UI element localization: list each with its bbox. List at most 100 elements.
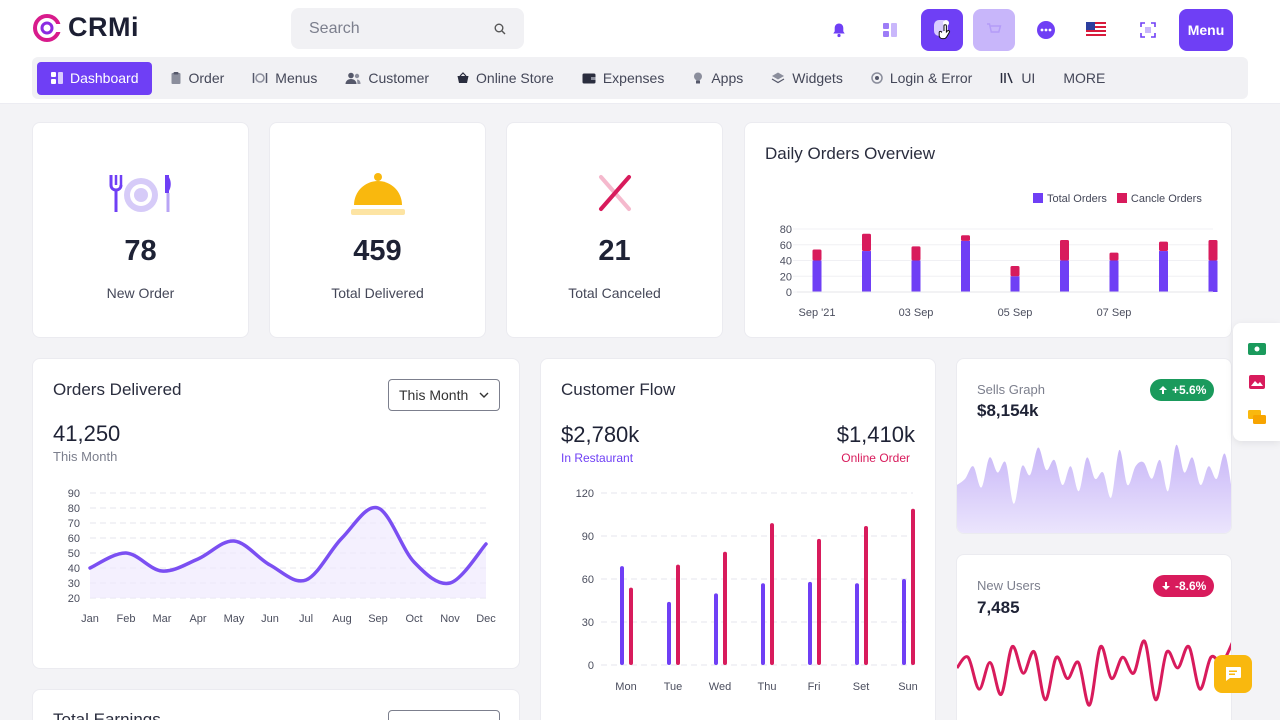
- total-canceled-card: 21 Total Canceled: [506, 122, 723, 338]
- support-chat-button[interactable]: [1214, 655, 1252, 693]
- logo-text: CRMi: [68, 12, 139, 42]
- bell-icon: [833, 23, 845, 38]
- nav-item-expenses[interactable]: Expenses: [568, 62, 678, 95]
- nav-item-label: Widgets: [792, 70, 843, 86]
- bulb-icon: [694, 72, 703, 84]
- x-tick-label: Fri: [808, 681, 821, 693]
- customer-flow-card: Customer Flow $2,780k In Restaurant $1,4…: [540, 358, 936, 720]
- daily-orders-card: Daily Orders Overview Total Orders Cancl…: [744, 122, 1232, 338]
- bar-cancel-orders: [1208, 240, 1218, 261]
- x-tick-label: Mon: [615, 681, 636, 693]
- x-tick-label: Set: [853, 681, 870, 693]
- y-tick-label: 20: [68, 593, 80, 605]
- image-tool-button[interactable]: [1243, 368, 1271, 396]
- restaurant-label: In Restaurant: [561, 451, 634, 465]
- app-toggle-button[interactable]: [921, 9, 963, 51]
- bar-total-orders: [1208, 260, 1218, 292]
- chat-button[interactable]: [1025, 9, 1067, 51]
- language-button[interactable]: [1075, 9, 1117, 51]
- cart-button[interactable]: [973, 9, 1015, 51]
- bar-cancel-orders: [911, 246, 921, 261]
- y-tick-label: 0: [588, 660, 594, 672]
- online-label: Online Order: [841, 451, 910, 465]
- dish-icon: [253, 73, 268, 83]
- orders-delivered-title: Orders Delivered: [53, 380, 182, 399]
- line-series-users: [957, 639, 1231, 707]
- nav-item-more[interactable]: MORE: [1049, 62, 1119, 95]
- bar-online-order: [629, 587, 633, 665]
- nav-item-label: Online Store: [476, 70, 554, 86]
- wallet-icon: [582, 73, 596, 84]
- pointer-hand-icon: [934, 20, 950, 40]
- side-tools-panel: [1233, 323, 1280, 441]
- nav-item-label: UI: [1021, 70, 1036, 86]
- bar-cancel-orders: [1010, 266, 1020, 277]
- customer-flow-chart: 0 30 60 90 120 Mon Tue Wed Thu Fri Set Sun: [576, 488, 918, 693]
- app-logo[interactable]: CRMi: [32, 12, 139, 43]
- new-order-card: 78 New Order: [32, 122, 249, 338]
- nav-item-customer[interactable]: Customer: [331, 62, 443, 95]
- y-tick-label: 30: [582, 617, 594, 629]
- cards-tool-button[interactable]: [1243, 403, 1271, 431]
- total-delivered-value: 459: [353, 235, 402, 267]
- x-tick-label: Apr: [189, 613, 206, 625]
- nav-item-online-store[interactable]: Online Store: [443, 62, 568, 95]
- arrow-down-icon: [1162, 582, 1170, 590]
- x-tick-label: Jan: [81, 613, 99, 625]
- sells-graph-chart: [957, 444, 1231, 533]
- total-earnings-title: Total Earnings: [53, 710, 161, 720]
- menu-button[interactable]: Menu: [1179, 9, 1233, 51]
- nav-item-menus[interactable]: Menus: [238, 62, 331, 95]
- bar-total-orders: [862, 251, 871, 292]
- new-users-title: New Users: [977, 578, 1041, 593]
- search-icon[interactable]: [494, 23, 506, 35]
- x-tick-label: Feb: [117, 613, 136, 625]
- x-tick-label: May: [224, 613, 245, 625]
- bar-total-orders: [1109, 260, 1119, 292]
- money-icon: [1248, 343, 1266, 355]
- bar-online-order: [864, 525, 868, 665]
- nav-item-label: Login & Error: [889, 70, 973, 86]
- nav-item-order[interactable]: Order: [156, 62, 239, 95]
- bar-total-orders: [1010, 276, 1020, 292]
- nav-item-dashboard[interactable]: Dashboard: [37, 61, 152, 95]
- customer-flow-title: Customer Flow: [561, 380, 676, 399]
- daily-orders-chart: 0 20 40 60 80 Sep '21 03 Sep 05 Sep 07 Sep: [780, 224, 1218, 319]
- nav-item-ui[interactable]: UI: [986, 62, 1049, 95]
- money-tool-button[interactable]: [1243, 335, 1271, 363]
- x-tick-label: Nov: [440, 613, 460, 625]
- x-tick-label: 07 Sep: [1097, 307, 1132, 319]
- nav-item-widgets[interactable]: Widgets: [757, 62, 857, 95]
- bar-in-restaurant: [902, 579, 906, 665]
- nav-item-apps[interactable]: Apps: [678, 62, 757, 95]
- bar-cancel-orders: [812, 249, 822, 261]
- bar-total-orders: [812, 260, 822, 292]
- x-tick-label: 03 Sep: [899, 307, 934, 319]
- nav-item-login-error[interactable]: Login & Error: [857, 62, 986, 95]
- orders-delivered-card: Orders Delivered This Month 41,250 This …: [32, 358, 520, 669]
- total-delivered-label: Total Delivered: [331, 285, 424, 301]
- earnings-period-dropdown[interactable]: [388, 710, 500, 720]
- cloche-icon: [270, 171, 485, 217]
- period-dropdown[interactable]: This Month: [388, 379, 500, 411]
- legend-label: Cancle Orders: [1130, 193, 1202, 205]
- close-icon: [507, 171, 722, 217]
- legend-item-cancel[interactable]: Cancle Orders: [1116, 193, 1202, 205]
- area-series-sells: [957, 444, 1231, 533]
- new-order-value: 78: [124, 235, 157, 267]
- basket-icon: [457, 72, 469, 83]
- sells-change-badge: +5.6%: [1150, 379, 1215, 401]
- legend-item-total[interactable]: Total Orders: [1033, 193, 1107, 205]
- x-tick-label: Oct: [405, 613, 422, 625]
- fullscreen-button[interactable]: [1127, 9, 1169, 51]
- notification-button[interactable]: [818, 9, 860, 51]
- search-bar[interactable]: [291, 8, 524, 49]
- chat-dots-icon: [1037, 21, 1055, 39]
- search-input[interactable]: [309, 19, 479, 38]
- bar-in-restaurant: [761, 583, 765, 665]
- sells-change-value: +5.6%: [1172, 383, 1207, 397]
- fullscreen-icon: [1140, 22, 1156, 38]
- layout-button[interactable]: [869, 9, 911, 51]
- bar-online-order: [911, 508, 915, 665]
- sells-graph-title: Sells Graph: [977, 382, 1045, 397]
